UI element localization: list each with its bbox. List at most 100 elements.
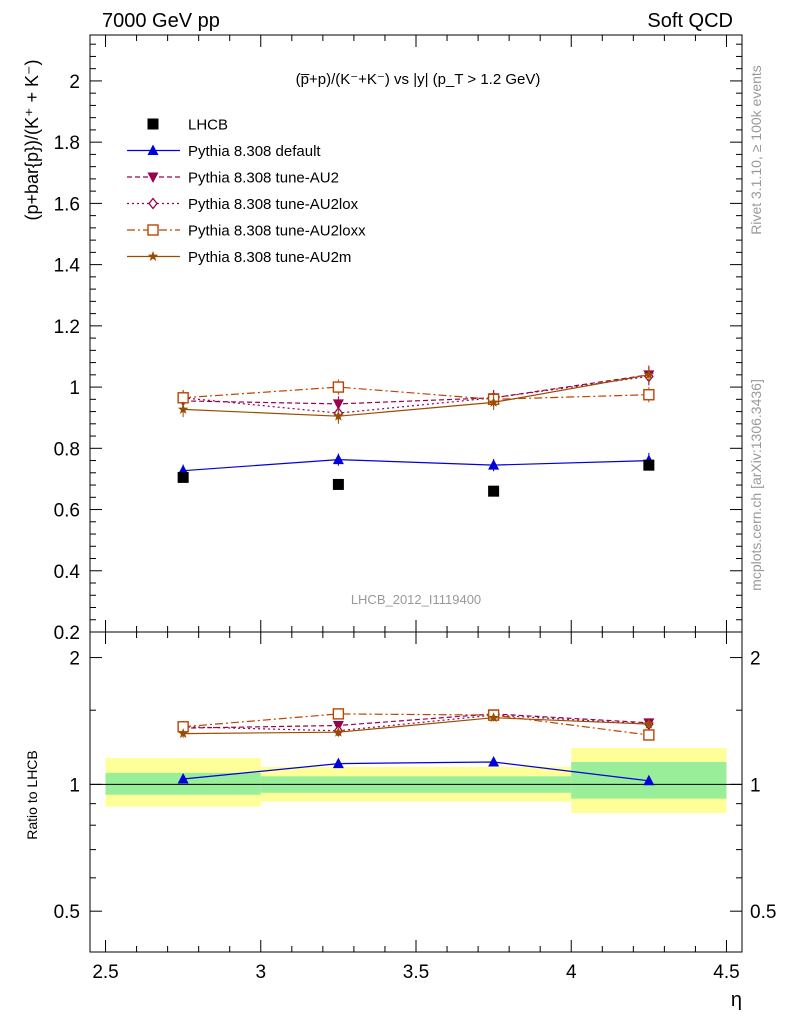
ratio-series-2 <box>178 709 654 737</box>
x-tick-label: 4.5 <box>713 962 739 983</box>
legend-entry: Pythia 8.308 tune-AU2 <box>127 170 339 187</box>
header-left: 7000 GeV pp <box>102 10 220 32</box>
legend-entry: LHCB <box>147 117 228 134</box>
y-tick-label: 2 <box>69 72 80 93</box>
ratio-y-tick-label: 1 <box>69 775 80 796</box>
legend-label: Pythia 8.308 tune-AU2m <box>188 249 351 266</box>
legend-entry: Pythia 8.308 default <box>127 143 321 160</box>
ratio-y-tick-label-right: 1 <box>750 775 761 796</box>
y-tick-label: 1.4 <box>54 256 81 277</box>
ratio-series-0 <box>177 756 655 786</box>
ratio-y-tick-label: 0.5 <box>54 902 80 923</box>
side-label-mcplots: mcplots.cern.ch [arXiv:1306.3436] <box>748 379 764 591</box>
watermark: LHCB_2012_I1119400 <box>351 592 481 607</box>
ratio-y-axis-label: Ratio to LHCB <box>24 750 40 839</box>
y-tick-label: 1.8 <box>54 133 80 154</box>
main-point <box>488 396 499 407</box>
legend-marker <box>147 251 159 261</box>
y-tick-label: 0.8 <box>54 439 80 460</box>
main-series-layer <box>177 365 655 497</box>
data-point <box>488 485 500 497</box>
legend-label: Pythia 8.308 tune-AU2lox <box>188 196 359 213</box>
data-point <box>332 478 344 490</box>
ratio-point <box>643 774 655 786</box>
y-tick-label: 0.2 <box>54 623 80 644</box>
ratio-y-tick-label: 2 <box>69 649 80 670</box>
ratio-point <box>332 708 345 720</box>
y-tick-label: 0.6 <box>54 501 80 522</box>
x-tick-label: 3.5 <box>403 962 429 983</box>
ratio-series-line <box>183 713 649 729</box>
main-point <box>332 453 344 465</box>
main-series-3 <box>177 379 655 407</box>
ratio-series-4 <box>177 712 655 739</box>
main-panel: (p̅+p)/(K⁻+K⁻) vs |y| (p_T > 1.2 GeV) (p… <box>22 34 743 644</box>
data-series <box>177 459 655 497</box>
main-series-line <box>183 386 649 400</box>
ratio-panel: 0.5 0.5 1 1 2 2 2.5 3 3.5 4 4.5 Ratio to LHCB η <box>24 631 777 1011</box>
legend-marker <box>147 172 159 183</box>
legend-marker <box>148 197 158 210</box>
ratio-point <box>177 772 189 784</box>
main-point <box>643 369 655 380</box>
main-point <box>488 459 500 470</box>
ratio-point <box>333 726 344 737</box>
main-series-line <box>183 374 650 417</box>
legend-label: Pythia 8.308 tune-AU2 <box>188 170 339 187</box>
main-point <box>177 403 189 414</box>
header-right: Soft QCD <box>647 10 733 32</box>
ratio-series-line <box>183 717 649 735</box>
ratio-series-line <box>183 714 649 732</box>
main-point <box>333 410 344 421</box>
x-tick-label: 4 <box>566 962 577 983</box>
main-x-ticks <box>105 35 727 632</box>
main-point <box>177 392 189 404</box>
x-tick-label: 3 <box>255 962 266 983</box>
x-tick-label: 2.5 <box>92 962 118 983</box>
ratio-y-tick-label-right: 0.5 <box>750 902 776 923</box>
main-series-line <box>183 458 649 472</box>
main-series-line <box>183 374 649 405</box>
x-axis-label: η <box>731 989 742 1011</box>
ratio-series-layer <box>177 708 655 786</box>
ratio-point <box>643 718 655 729</box>
main-title: (p̅+p)/(K⁻+K⁻) vs |y| (p_T > 1.2 GeV) <box>296 71 541 88</box>
ratio-y-tick-label-right: 2 <box>750 649 761 670</box>
main-series-0 <box>177 452 655 477</box>
main-point <box>643 389 655 401</box>
main-point <box>332 399 344 410</box>
y-axis-label: (p+bar{p})/(K⁺ + K⁻) <box>22 59 42 220</box>
y-tick-label: 1 <box>69 378 80 399</box>
ratio-series-line <box>183 761 649 782</box>
data-point <box>643 459 655 471</box>
ratio-series-line <box>183 713 649 736</box>
y-tick-label: 1.6 <box>54 194 80 215</box>
legend-label: Pythia 8.308 default <box>188 143 321 160</box>
y-tick-label: 0.4 <box>54 562 81 583</box>
ratio-y-axis: 0.5 0.5 1 1 2 2 <box>54 649 777 924</box>
legend-entry: Pythia 8.308 tune-AU2m <box>127 249 351 266</box>
data-point <box>177 471 189 483</box>
main-point <box>332 381 345 393</box>
legend-marker <box>147 224 159 236</box>
ratio-point <box>488 756 500 767</box>
ratio-band-green <box>105 772 261 795</box>
main-series-line <box>183 375 649 414</box>
ratio-point <box>177 728 189 739</box>
side-label-rivet: Rivet 3.1.10, ≥ 100k events <box>748 65 764 235</box>
legend-label: LHCB <box>188 117 228 134</box>
legend-entry: Pythia 8.308 tune-AU2loxx <box>127 223 366 240</box>
legend: LHCB Pythia 8.308 default Pythia 8.308 tun… <box>127 117 366 266</box>
legend-marker <box>147 144 159 155</box>
y-tick-label: 1.2 <box>54 317 80 338</box>
legend-entry: Pythia 8.308 tune-AU2lox <box>127 196 359 213</box>
ratio-point <box>488 712 499 723</box>
legend-marker <box>147 118 159 130</box>
main-y-axis: 0.2 0.4 0.6 0.8 1 1.2 1.4 1.6 1.8 2 <box>54 43 742 644</box>
main-series-4 <box>177 365 655 424</box>
ratio-point <box>332 757 344 769</box>
ratio-point <box>643 729 655 741</box>
legend-label: Pythia 8.308 tune-AU2loxx <box>188 223 366 240</box>
ratio-x-axis: 2.5 3 3.5 4 4.5 <box>92 632 740 983</box>
